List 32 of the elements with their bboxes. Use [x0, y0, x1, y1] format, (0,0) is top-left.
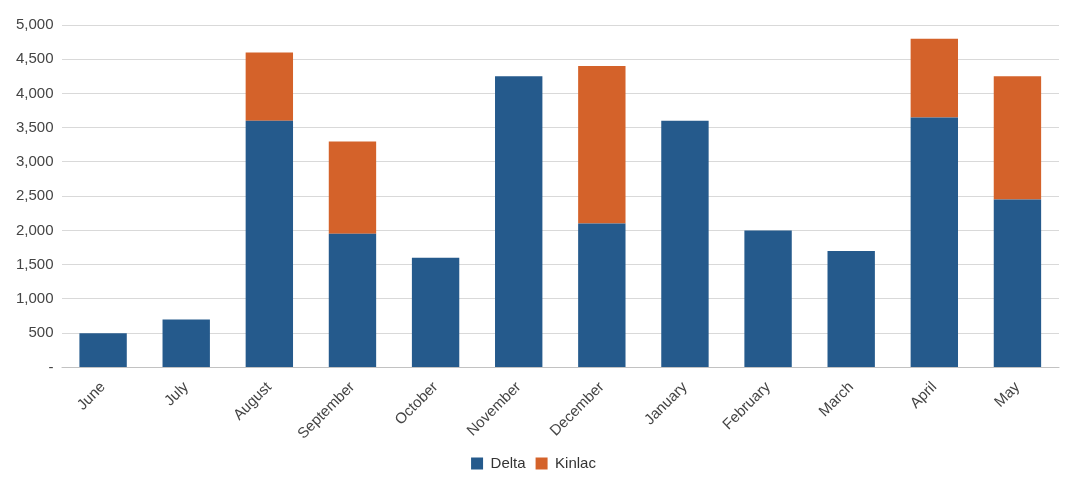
y-tick-label: 1,500: [15, 254, 54, 272]
y-tick-label: 3,000: [15, 152, 54, 170]
bar: [578, 223, 626, 367]
y-tick-label: 4,500: [15, 49, 54, 67]
bar: [910, 38, 959, 118]
x-tick-label: May: [990, 377, 1023, 410]
bar: [245, 120, 294, 367]
bar: [993, 199, 1042, 367]
y-tick-label: 2,500: [15, 186, 54, 204]
bar: [661, 120, 709, 367]
bar: [910, 117, 959, 367]
y-tick-label: 4,000: [15, 83, 54, 101]
bar: [827, 250, 875, 367]
bar: [328, 141, 377, 234]
bar: [993, 76, 1042, 200]
bar: [495, 76, 543, 367]
bar: [411, 257, 460, 367]
bar: [162, 319, 210, 367]
bar: [245, 52, 294, 121]
x-tick-label: July: [160, 377, 192, 409]
y-tick-label: -: [48, 357, 54, 375]
bar: [79, 333, 127, 367]
y-tick-label: 2,000: [15, 220, 54, 238]
y-tick-label: 1,000: [15, 289, 54, 307]
bar: [744, 230, 792, 367]
bar: [328, 233, 377, 367]
legend-label: Kinlac: [555, 453, 597, 471]
y-tick-label: 500: [28, 323, 54, 341]
legend-label: Delta: [490, 453, 527, 471]
bar: [578, 66, 626, 224]
y-tick-label: 5,000: [15, 15, 54, 33]
y-tick-label: 3,500: [15, 117, 54, 135]
